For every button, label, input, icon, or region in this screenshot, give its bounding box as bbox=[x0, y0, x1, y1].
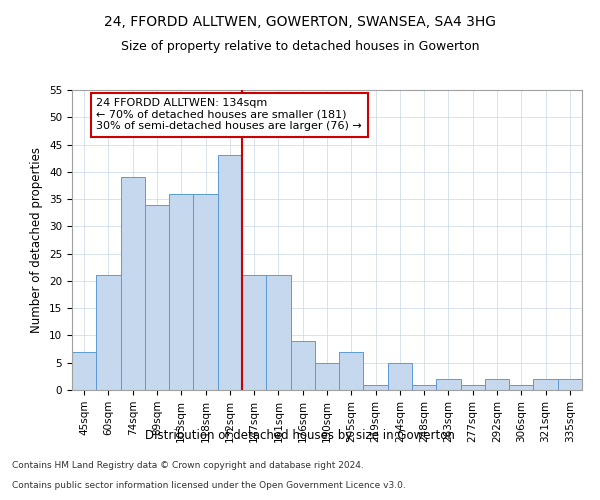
Text: Size of property relative to detached houses in Gowerton: Size of property relative to detached ho… bbox=[121, 40, 479, 53]
Bar bbox=[169, 194, 193, 390]
Text: Distribution of detached houses by size in Gowerton: Distribution of detached houses by size … bbox=[145, 428, 455, 442]
Bar bbox=[461, 384, 485, 390]
Bar bbox=[509, 384, 533, 390]
Bar bbox=[290, 341, 315, 390]
Bar bbox=[145, 204, 169, 390]
Text: 24 FFORDD ALLTWEN: 134sqm
← 70% of detached houses are smaller (181)
30% of semi: 24 FFORDD ALLTWEN: 134sqm ← 70% of detac… bbox=[96, 98, 362, 132]
Bar bbox=[242, 276, 266, 390]
Bar bbox=[72, 352, 96, 390]
Bar bbox=[218, 156, 242, 390]
Bar bbox=[436, 379, 461, 390]
Bar bbox=[558, 379, 582, 390]
Bar bbox=[412, 384, 436, 390]
Bar bbox=[533, 379, 558, 390]
Bar bbox=[339, 352, 364, 390]
Bar bbox=[485, 379, 509, 390]
Bar bbox=[121, 178, 145, 390]
Text: 24, FFORDD ALLTWEN, GOWERTON, SWANSEA, SA4 3HG: 24, FFORDD ALLTWEN, GOWERTON, SWANSEA, S… bbox=[104, 15, 496, 29]
Bar bbox=[364, 384, 388, 390]
Bar bbox=[266, 276, 290, 390]
Bar bbox=[315, 362, 339, 390]
Text: Contains HM Land Registry data © Crown copyright and database right 2024.: Contains HM Land Registry data © Crown c… bbox=[12, 461, 364, 470]
Y-axis label: Number of detached properties: Number of detached properties bbox=[31, 147, 43, 333]
Bar bbox=[96, 276, 121, 390]
Text: Contains public sector information licensed under the Open Government Licence v3: Contains public sector information licen… bbox=[12, 481, 406, 490]
Bar bbox=[388, 362, 412, 390]
Bar bbox=[193, 194, 218, 390]
